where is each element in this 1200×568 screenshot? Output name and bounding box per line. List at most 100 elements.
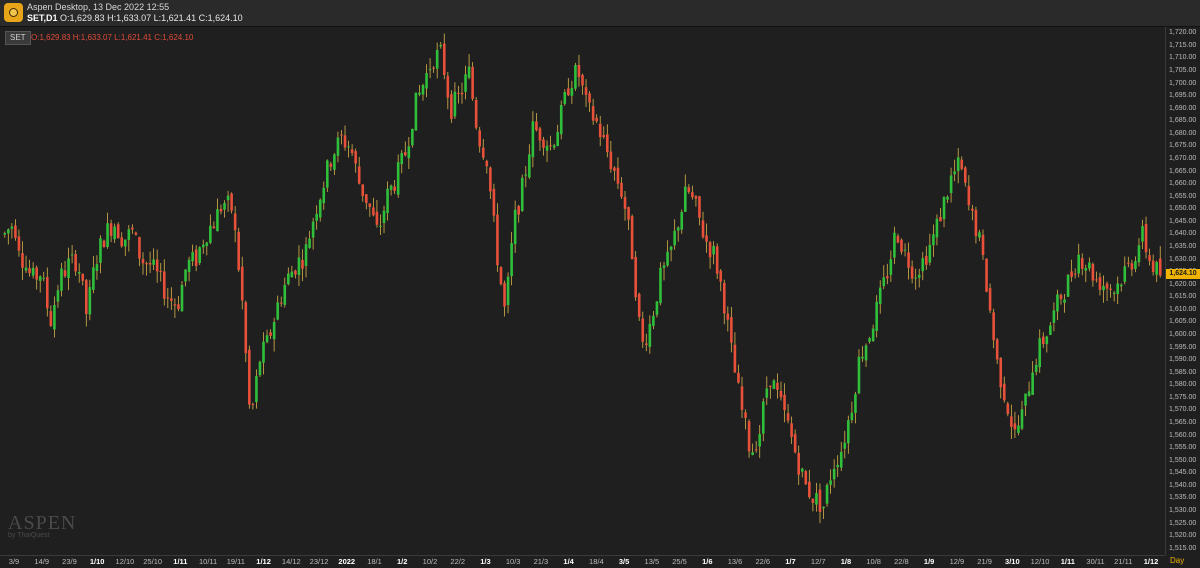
- candle-body: [159, 271, 163, 273]
- candle: [567, 78, 570, 97]
- candle-body: [279, 302, 283, 304]
- candle: [467, 54, 471, 80]
- candle: [209, 214, 212, 245]
- candle-body: [460, 92, 464, 95]
- candle: [297, 245, 301, 286]
- candle: [1102, 275, 1105, 303]
- candle: [861, 346, 864, 362]
- candlestick-chart[interactable]: [0, 27, 1165, 555]
- candle-body: [226, 195, 230, 201]
- candle-body: [595, 117, 598, 122]
- candle-body: [772, 380, 776, 389]
- date-tick-label: 22/8: [894, 557, 909, 566]
- candle-body: [900, 239, 903, 252]
- date-tick-label: 1/12: [256, 557, 271, 566]
- candle: [949, 167, 953, 203]
- candle-body: [17, 236, 21, 251]
- candle: [772, 379, 776, 390]
- candle: [485, 159, 489, 174]
- candle-body: [141, 259, 145, 264]
- candle: [84, 279, 88, 327]
- candle: [99, 235, 102, 274]
- price-tick-label: 1,640.00: [1169, 230, 1197, 238]
- price-axis[interactable]: 1,720.00 1,715.00 1,710.00 1,705.00 1,700.00…: [1165, 27, 1200, 555]
- candle-body: [563, 91, 567, 104]
- candle-body: [205, 242, 209, 246]
- date-tick-label: 19/11: [226, 557, 245, 566]
- price-tick-label: 1,715.00: [1169, 41, 1197, 49]
- candle: [730, 306, 733, 353]
- price-tick-label: 1,605.00: [1169, 318, 1197, 326]
- candle-body: [528, 154, 531, 178]
- candle-body: [531, 121, 535, 158]
- candle-body: [155, 259, 159, 272]
- candle-body: [1151, 260, 1155, 273]
- candle-body: [871, 328, 875, 342]
- symbol-badge[interactable]: SET: [5, 31, 31, 45]
- candle-body: [14, 225, 17, 238]
- date-tick-label: 3/10: [1005, 557, 1020, 566]
- candle-body: [914, 277, 917, 279]
- candle: [531, 111, 535, 168]
- candle: [343, 125, 347, 151]
- candle: [106, 212, 109, 249]
- candle-body: [496, 214, 499, 266]
- candle: [287, 267, 290, 286]
- candle: [269, 329, 272, 339]
- candle: [669, 245, 673, 262]
- candle: [194, 245, 198, 272]
- date-tick-label: 1/8: [840, 557, 852, 566]
- candle-body: [290, 271, 294, 278]
- candle: [758, 424, 762, 458]
- candle: [985, 258, 988, 293]
- date-tick-label: 12/10: [1030, 557, 1050, 566]
- candle: [712, 241, 715, 265]
- candle-body: [421, 84, 425, 95]
- candle-body: [960, 159, 964, 169]
- candle: [386, 181, 389, 221]
- candle-body: [166, 297, 170, 299]
- time-axis[interactable]: 3/9 14/9 23/9 1/10 12/10 25/10 1/11 10/11 19/11 1…: [0, 555, 1165, 568]
- candle: [1041, 332, 1045, 348]
- candle-body: [74, 254, 77, 272]
- candle-body: [209, 225, 212, 243]
- price-tick-label: 1,590.00: [1169, 356, 1197, 364]
- candle: [606, 124, 609, 158]
- candle-body: [648, 323, 652, 347]
- candle-body: [946, 196, 949, 200]
- candle: [145, 261, 148, 276]
- candle-body: [549, 145, 552, 147]
- candle-body: [839, 451, 843, 468]
- candle-body: [956, 157, 960, 171]
- price-tick-label: 1,520.00: [1169, 532, 1197, 540]
- candle-body: [329, 163, 333, 167]
- candle: [403, 141, 407, 157]
- candle-body: [1102, 285, 1105, 291]
- candle-body: [978, 232, 981, 238]
- date-tick-label: 21/3: [533, 557, 549, 566]
- candle: [875, 295, 878, 338]
- candle-body: [77, 271, 81, 274]
- candle-body: [255, 376, 258, 403]
- candle: [233, 206, 237, 243]
- candle-body: [992, 312, 995, 341]
- candle-body: [559, 105, 563, 135]
- date-tick-label: 1/2: [397, 557, 408, 566]
- date-tick-label: 22/6: [755, 557, 771, 566]
- price-tick-label: 1,525.00: [1169, 519, 1197, 527]
- candle: [1059, 293, 1063, 305]
- candle-body: [570, 88, 574, 96]
- price-chart[interactable]: [0, 27, 1165, 555]
- candle: [974, 206, 978, 244]
- candle-body: [35, 267, 38, 280]
- candle: [882, 265, 886, 290]
- candle: [1141, 219, 1144, 250]
- candle: [70, 245, 74, 264]
- candle: [304, 237, 308, 278]
- candle: [1105, 281, 1109, 301]
- candle-body: [1144, 224, 1148, 253]
- candle-body: [152, 259, 155, 265]
- candle-body: [758, 434, 762, 447]
- price-tick-label: 1,665.00: [1169, 167, 1197, 175]
- date-tick-label: 1/9: [923, 557, 935, 566]
